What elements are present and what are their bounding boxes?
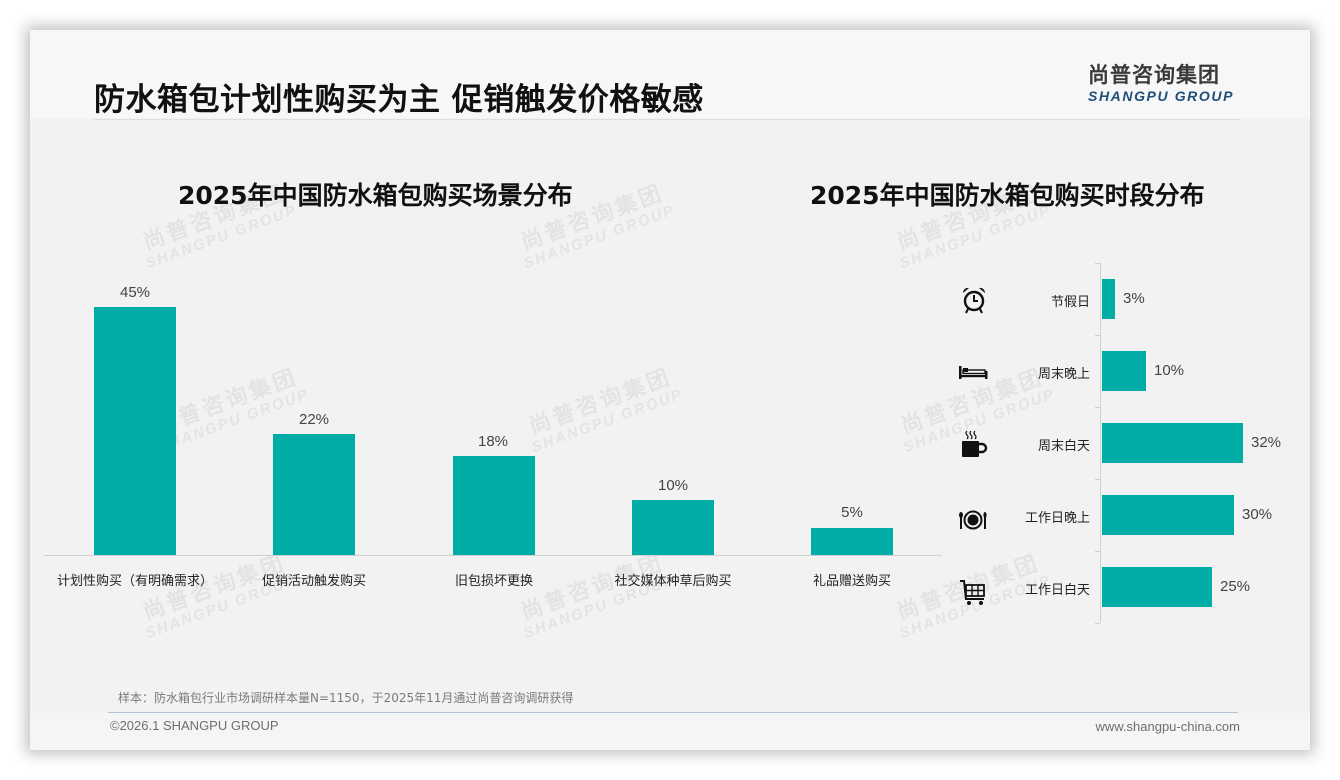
x-axis-line: [44, 555, 942, 556]
logo-english: SHANGPU GROUP: [1088, 88, 1235, 104]
bar-value-label: 45%: [119, 284, 151, 301]
time-slot-label: 工作日晚上: [1024, 511, 1090, 526]
time-slot-label: 节假日: [1050, 295, 1090, 310]
bar-value-label: 18%: [477, 433, 509, 450]
alarm-clock-icon: [962, 287, 986, 314]
axis-tick: [1095, 479, 1100, 480]
right-chart-title: 2025年中国防水箱包购买时段分布: [810, 181, 1205, 210]
bar-value-label: 10%: [1154, 362, 1185, 379]
footer-divider: [108, 712, 1238, 713]
left-chart-title: 2025年中国防水箱包购买场景分布: [178, 181, 573, 210]
category-label: 社交媒体种草后购买: [614, 574, 732, 589]
watermark: 尚普咨询集团 SHANGPU GROUP: [139, 550, 300, 643]
bar-weekday-evening: [1102, 495, 1234, 535]
y-axis-line: [1100, 263, 1101, 623]
bar-gift-purchase: [811, 528, 893, 555]
bar-value-label: 25%: [1220, 578, 1251, 595]
bar-value-label: 10%: [657, 477, 689, 494]
bar-planned-purchase: [94, 307, 176, 555]
header-divider: [94, 119, 1240, 120]
header-band: [30, 30, 1310, 118]
bar-value-label: 3%: [1123, 290, 1145, 307]
coffee-cup-icon: [962, 430, 988, 457]
category-label: 旧包损坏更换: [454, 574, 533, 589]
bed-icon: [959, 366, 988, 379]
time-slot-label: 周末白天: [1037, 439, 1090, 454]
shopping-cart-icon: [960, 580, 985, 605]
bar-value-label: 30%: [1242, 506, 1273, 523]
website-link[interactable]: www.shangpu-china.com: [1095, 719, 1240, 734]
watermark: 尚普咨询集团 SHANGPU GROUP: [525, 364, 686, 457]
category-label: 促销活动触发购买: [261, 574, 366, 589]
bar-social-media: [632, 500, 714, 555]
bar-weekend-daytime: [1102, 423, 1243, 463]
footer-band: [30, 713, 1310, 750]
axis-tick: [1095, 335, 1100, 336]
bar-promotion-triggered: [273, 434, 355, 555]
logo-chinese: 尚普咨询集团: [1088, 63, 1220, 87]
slide: 防水箱包计划性购买为主 促销触发价格敏感 尚普咨询集团 SHANGPU GROU…: [30, 30, 1310, 750]
bar-value-label: 32%: [1251, 434, 1282, 451]
sample-note: 样本：防水箱包行业市场调研样本量N=1150，于2025年11月通过尚普咨询调研…: [118, 691, 574, 705]
bar-weekend-evening: [1102, 351, 1146, 391]
page-title: 防水箱包计划性购买为主 促销触发价格敏感: [94, 82, 704, 118]
category-label: 计划性购买（有明确需求）: [56, 574, 213, 589]
time-slot-label: 工作日白天: [1024, 583, 1090, 598]
bar-value-label: 5%: [841, 504, 863, 521]
axis-tick: [1095, 407, 1100, 408]
watermark: 尚普咨询集团 SHANGPU GROUP: [517, 550, 678, 643]
bar-old-bag-replacement: [453, 456, 535, 555]
bar-weekday-daytime: [1102, 567, 1212, 607]
axis-tick: [1095, 263, 1100, 264]
copyright: ©2026.1 SHANGPU GROUP: [110, 718, 279, 733]
axis-tick: [1095, 623, 1100, 624]
category-label: 礼品赠送购买: [812, 574, 891, 589]
bar-holiday: [1102, 279, 1115, 319]
dining-plate-icon: [959, 510, 987, 530]
bar-value-label: 22%: [298, 411, 330, 428]
axis-tick: [1095, 551, 1100, 552]
company-logo: 尚普咨询集团 SHANGPU GROUP: [1088, 63, 1238, 105]
time-slot-label: 周末晚上: [1037, 367, 1090, 382]
